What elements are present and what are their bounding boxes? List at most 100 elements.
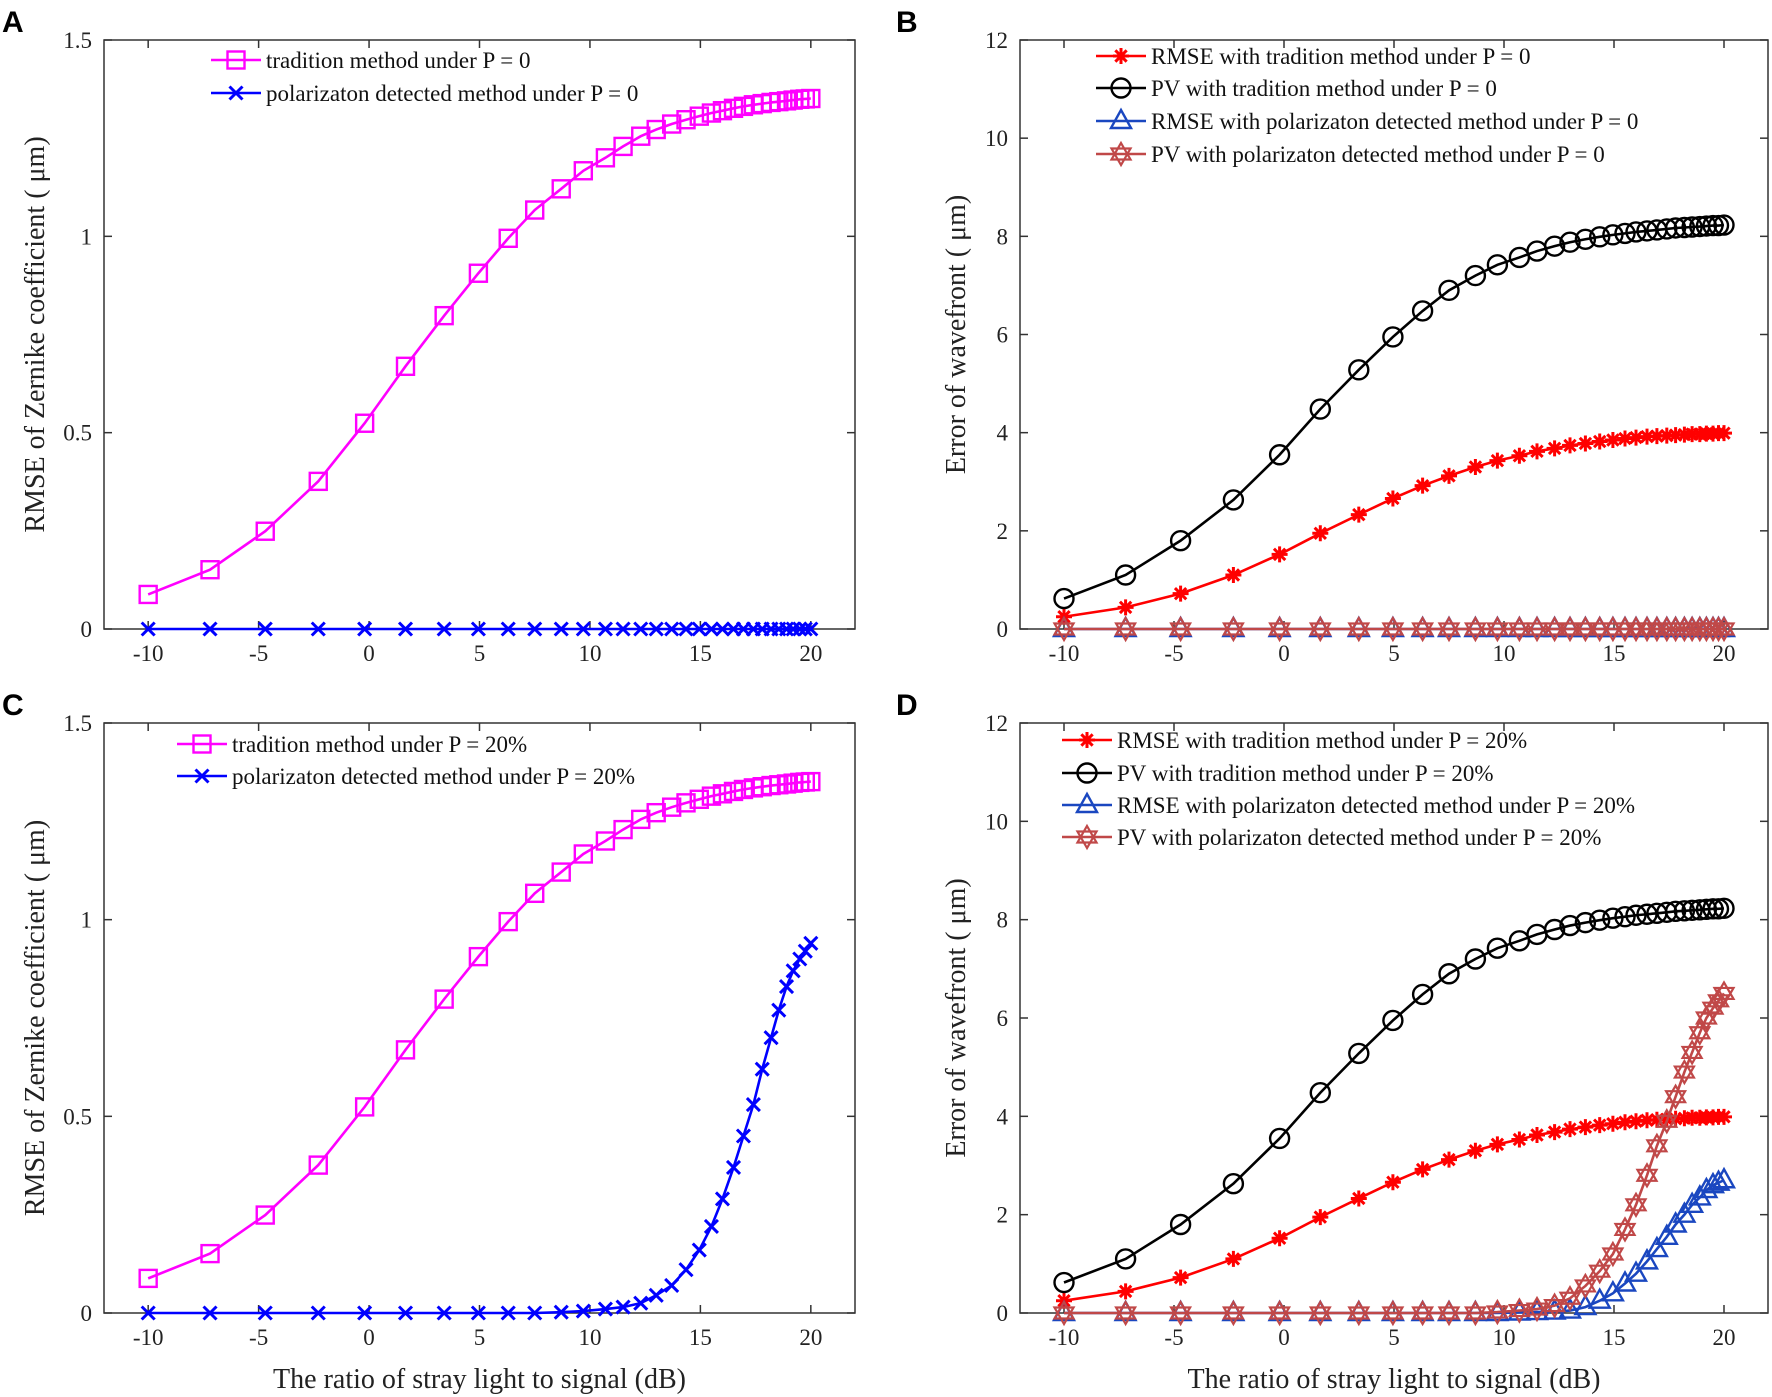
data-point-hexagram — [1347, 615, 1371, 643]
data-point-hexagram — [1308, 1299, 1332, 1327]
data-point-asterisk — [1604, 432, 1621, 449]
data-point-circle — [1673, 216, 1696, 239]
legend-label: RMSE with tradition method under P = 20% — [1117, 728, 1527, 753]
data-point-asterisk — [1271, 1230, 1288, 1247]
data-point-hexagram — [1052, 615, 1076, 643]
data-point-triangle — [1623, 1260, 1649, 1282]
series-x — [140, 935, 819, 1321]
y-tick-label: 1 — [81, 224, 93, 249]
data-point-hexagram — [1507, 1297, 1531, 1324]
data-point-asterisk — [1441, 467, 1457, 484]
y-tick-label: 10 — [985, 126, 1008, 151]
data-point-hexagram — [1543, 615, 1567, 643]
data-point-x — [754, 1061, 770, 1077]
x-tick-label: -10 — [133, 641, 164, 666]
data-point-hexagram — [1624, 615, 1648, 643]
data-point-asterisk — [1617, 430, 1633, 447]
x-tick-label: 5 — [1388, 1325, 1400, 1350]
data-point-x — [633, 621, 649, 637]
data-point-square — [551, 179, 571, 199]
data-point-asterisk — [1511, 1131, 1528, 1148]
data-point-hexagram — [1381, 1299, 1405, 1327]
data-point-hexagram — [1268, 1299, 1292, 1327]
data-point-x — [357, 621, 373, 637]
legend-marker-circle — [1110, 77, 1132, 99]
data-point-square — [308, 471, 328, 492]
data-point-square — [200, 560, 220, 580]
legend-marker-asterisk — [1079, 732, 1095, 748]
y-tick-label: 1 — [81, 908, 93, 933]
series-x — [140, 621, 819, 637]
data-point-asterisk — [1312, 1209, 1329, 1226]
data-point-square — [468, 946, 489, 967]
panel-b: B -10 -5 0 5 10 15 20 0 2 4 6 8 10 12 Error of wavefron… — [896, 6, 1769, 666]
data-point-x — [575, 621, 591, 637]
data-point-asterisk — [1414, 477, 1431, 494]
data-point-square — [712, 784, 733, 804]
legend-entry: PV with tradition method under P = 0 — [1096, 76, 1497, 101]
data-point-circle — [1543, 235, 1566, 257]
y-tick-label: 1.5 — [63, 28, 92, 53]
data-point-asterisk — [1350, 506, 1367, 523]
data-point-asterisk — [1639, 1112, 1655, 1129]
y-tick-label: 4 — [997, 1104, 1009, 1129]
data-point-asterisk — [1441, 1151, 1457, 1168]
panel-d: D -10 -5 0 5 10 15 20 0 2 4 6 8 10 12 Error of wavefron… — [896, 689, 1769, 1395]
data-point-x — [470, 621, 486, 637]
legend-entry: PV with polarizaton detected method unde… — [1062, 823, 1601, 851]
data-point-triangle — [1700, 1171, 1726, 1194]
x-tick-label: 15 — [1603, 1325, 1626, 1350]
data-point-hexagram — [1573, 615, 1597, 643]
x-tick-label: -5 — [249, 641, 268, 666]
data-point-square — [701, 103, 722, 123]
data-point-hexagram — [1411, 1299, 1435, 1327]
data-point-square — [689, 106, 709, 126]
data-point-x — [527, 1305, 543, 1321]
data-point-hexagram — [1114, 1299, 1138, 1327]
data-point-square — [631, 126, 651, 146]
data-point-square — [631, 809, 651, 830]
data-point-asterisk — [1225, 1250, 1242, 1267]
data-point-x — [553, 1304, 569, 1320]
data-point-x — [691, 1242, 707, 1258]
data-point-hexagram — [1437, 615, 1461, 643]
data-point-asterisk — [1225, 567, 1242, 584]
data-point-square — [801, 88, 821, 109]
data-point-x — [500, 621, 516, 637]
data-point-x — [803, 621, 819, 637]
series-circle — [1053, 214, 1735, 610]
data-point-x — [310, 1305, 326, 1321]
data-point-asterisk — [1639, 428, 1655, 445]
data-point-triangle — [1557, 1297, 1583, 1319]
data-point-square — [354, 1097, 375, 1117]
data-point-hexagram — [1221, 1299, 1245, 1327]
data-point-asterisk — [1117, 1283, 1134, 1300]
data-point-hexagram — [1268, 615, 1292, 643]
data-point-circle — [1559, 914, 1581, 937]
data-point-asterisk — [1529, 1127, 1545, 1144]
data-point-circle — [1382, 326, 1404, 348]
legend-marker-triangle — [1108, 107, 1134, 130]
data-point-circle — [1574, 228, 1597, 250]
y-tick-label: 10 — [985, 809, 1008, 834]
data-point-x — [785, 963, 801, 979]
legend-entry: polarizaton detected method under P = 20… — [177, 764, 635, 789]
data-point-x — [792, 951, 808, 967]
data-point-asterisk — [1648, 1111, 1665, 1128]
legend-entry: polarizaton detected method under P = 0 — [211, 81, 638, 106]
data-point-x — [527, 621, 543, 637]
data-point-asterisk — [1384, 490, 1401, 507]
data-point-asterisk — [1628, 429, 1644, 446]
data-point-x — [703, 1218, 719, 1235]
legend-marker-x — [194, 768, 210, 784]
data-point-x — [633, 1295, 649, 1311]
data-point-circle — [1169, 1213, 1192, 1236]
data-point-square — [595, 148, 616, 168]
data-point-x — [597, 621, 613, 637]
data-point-hexagram — [1664, 1083, 1688, 1110]
data-point-x — [648, 621, 664, 637]
data-point-asterisk — [1467, 1142, 1484, 1159]
data-point-hexagram — [1588, 1258, 1612, 1285]
legend-entry: tradition method under P = 20% — [177, 732, 527, 757]
legend-marker-triangle — [1074, 791, 1100, 814]
